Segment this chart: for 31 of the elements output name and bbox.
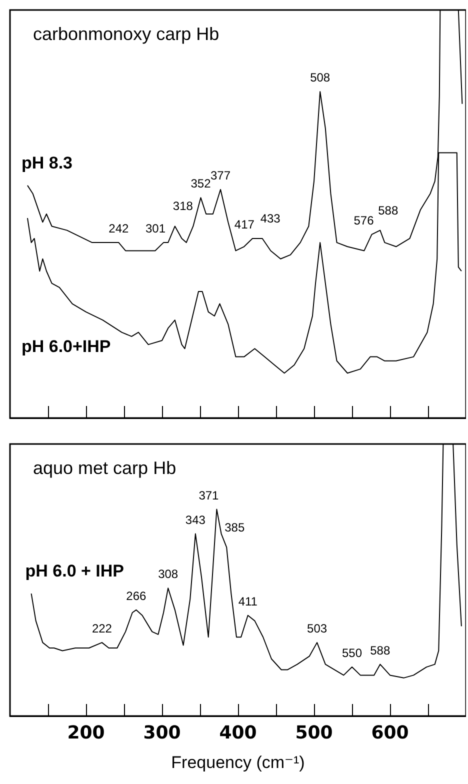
annotation: 301 — [145, 222, 166, 236]
annotation: 433 — [260, 211, 281, 226]
x-tick-label: 400 — [219, 722, 257, 744]
annotation: 352 — [190, 176, 212, 191]
x-tick-label: 500 — [295, 722, 333, 744]
x-tick-label: 600 — [371, 722, 409, 744]
text: carbonmonoxy carp Hb — [33, 24, 220, 44]
series-label: pH 8.3 — [21, 153, 73, 172]
text: aquo met carp Hb — [33, 458, 176, 478]
x-tick-label: 300 — [143, 722, 181, 744]
annotation: 588 — [370, 643, 390, 658]
x-axis-title: Frequency (cm⁻¹) — [171, 753, 305, 772]
annotation: 550 — [342, 646, 362, 660]
annotation: 385 — [224, 520, 245, 534]
annotation: 377 — [210, 168, 231, 183]
annotation: 417 — [234, 217, 255, 232]
annotation: 576 — [354, 213, 374, 228]
x-tick-label: 200 — [67, 722, 105, 744]
annotation: 503 — [307, 622, 328, 636]
annotation: 266 — [126, 588, 146, 603]
annotation: 508 — [310, 70, 330, 85]
annotation: 318 — [172, 199, 194, 214]
annotation: 411 — [238, 594, 258, 608]
annotation: 222 — [92, 622, 112, 636]
annotation: 371 — [198, 488, 220, 502]
annotation: 242 — [108, 222, 130, 236]
annotation: 588 — [378, 203, 398, 218]
series-label: pH 6.0+IHP — [21, 337, 111, 356]
annotation: 343 — [185, 512, 206, 527]
series-label: pH 6.0 + IHP — [25, 562, 124, 581]
annotation: 308 — [158, 567, 178, 582]
